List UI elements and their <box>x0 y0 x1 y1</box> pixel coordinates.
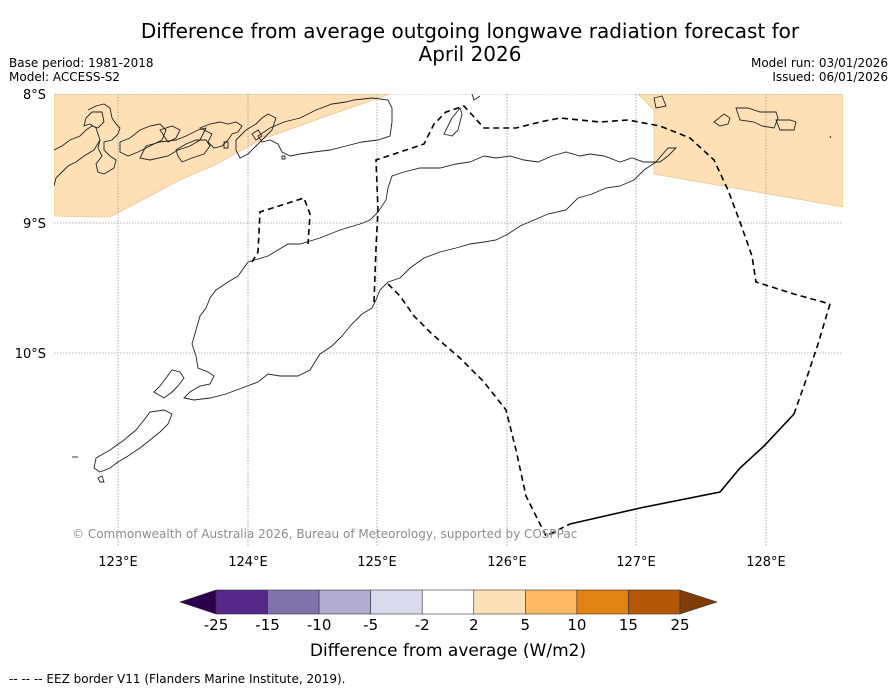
colorbar-bin <box>525 589 578 615</box>
coastline-timor <box>183 147 678 401</box>
colorbar-tick-label: -15 <box>255 616 280 634</box>
colorbar-tick-label: 2 <box>468 616 479 634</box>
coastline-island-c <box>251 129 263 141</box>
colorbar-tick-label: 15 <box>618 616 638 634</box>
colorbar-tick-label: -10 <box>306 616 332 634</box>
colorbar-tick-label: -25 <box>203 616 229 634</box>
copyright-credit: © Commonwealth of Australia 2026, Bureau… <box>72 527 578 541</box>
lon-tick-126e: 126°E <box>487 555 527 570</box>
colorbar-tick-label: 10 <box>567 616 587 634</box>
colorbar-bin <box>473 589 526 615</box>
coastlines <box>54 94 832 483</box>
north-east-positive-anomaly <box>637 94 843 208</box>
coastline-islet-4 <box>471 94 481 101</box>
colorbar-over-triangle <box>679 589 718 615</box>
lat-tick-8s: 8°S <box>23 88 46 103</box>
lat-tick-10s: 10°S <box>15 347 46 362</box>
lon-tick-128e: 128°E <box>746 555 786 570</box>
colorbar-tick-label: -5 <box>363 616 379 634</box>
coastline-ndao <box>97 475 105 483</box>
coastline-wetar <box>198 121 243 149</box>
issued-date: Issued: 06/01/2026 <box>772 70 888 84</box>
north-west-positive-anomaly <box>54 94 391 218</box>
coastline-ne-islet-1 <box>653 95 667 109</box>
coastline-ne-islet-2 <box>713 113 731 127</box>
colorbar-bin <box>628 589 681 615</box>
coastline-atauro <box>443 107 463 137</box>
colorbar-bin <box>370 589 423 615</box>
coastline-island-a <box>159 125 181 143</box>
model-run: Model run: 03/01/2026 <box>750 56 888 70</box>
chart-title: Difference from average outgoing longwav… <box>0 20 896 66</box>
coastline-alor <box>119 123 167 157</box>
metadata-right: Model run: 03/01/2026 Issued: 06/01/2026 <box>751 56 888 84</box>
eez-border-south <box>387 283 571 538</box>
coastline-pantar <box>87 103 121 175</box>
colorbar-tick-label: -2 <box>414 616 430 634</box>
base-period: Base period: 1981-2018 <box>9 56 154 70</box>
eez-legend-note: -- -- -- EEZ border V11 (Flanders Marine… <box>9 672 346 686</box>
colorbar-bin <box>215 589 268 615</box>
lon-axis: 123°E 124°E 125°E 126°E 127°E 128°E <box>98 555 786 570</box>
coastline-leti <box>735 107 779 129</box>
coastline-romang <box>257 97 393 157</box>
lon-tick-124e: 124°E <box>228 555 268 570</box>
colorbar-under-triangle <box>179 589 217 615</box>
coastline-flores <box>54 111 105 187</box>
map-area <box>54 94 843 546</box>
colorbar-bin <box>421 589 475 615</box>
lat-axis: 8°S 9°S 10°S <box>15 88 46 362</box>
coastline-semau <box>153 369 185 399</box>
lon-tick-125e: 125°E <box>357 555 397 570</box>
coastline-rote <box>93 409 173 473</box>
eez-border-east <box>793 303 831 415</box>
model-name: Model: ACCESS-S2 <box>9 70 121 84</box>
eez-border-solid-south <box>569 413 795 525</box>
colorbar <box>179 589 718 615</box>
lon-tick-123e: 123°E <box>98 555 138 570</box>
metadata-left: Base period: 1981-2018 Model: ACCESS-S2 <box>9 56 154 84</box>
lon-tick-127e: 127°E <box>616 555 656 570</box>
title-line-1: Difference from average outgoing longwav… <box>140 19 800 43</box>
colorbar-bin <box>267 589 320 615</box>
coastline-moa <box>775 119 797 131</box>
eez-borders <box>251 105 831 538</box>
coastline-kisar <box>235 113 277 159</box>
title-line-2: April 2026 <box>418 42 522 66</box>
colorbar-bin <box>318 589 371 615</box>
lat-tick-9s: 9°S <box>23 217 46 232</box>
colorbar-tick-label: 25 <box>670 616 690 634</box>
colorbar-bin <box>576 589 629 615</box>
coastline-wetar-west <box>175 139 211 163</box>
colorbar-title: Difference from average (W/m2) <box>309 641 587 661</box>
coastline-islet-1 <box>223 141 229 149</box>
coastline-ne-islet-3 <box>829 135 832 139</box>
coastline-islet-2 <box>281 155 286 160</box>
eez-border-oecussi <box>251 197 311 263</box>
colorbar-tick-label: 5 <box>520 616 531 634</box>
